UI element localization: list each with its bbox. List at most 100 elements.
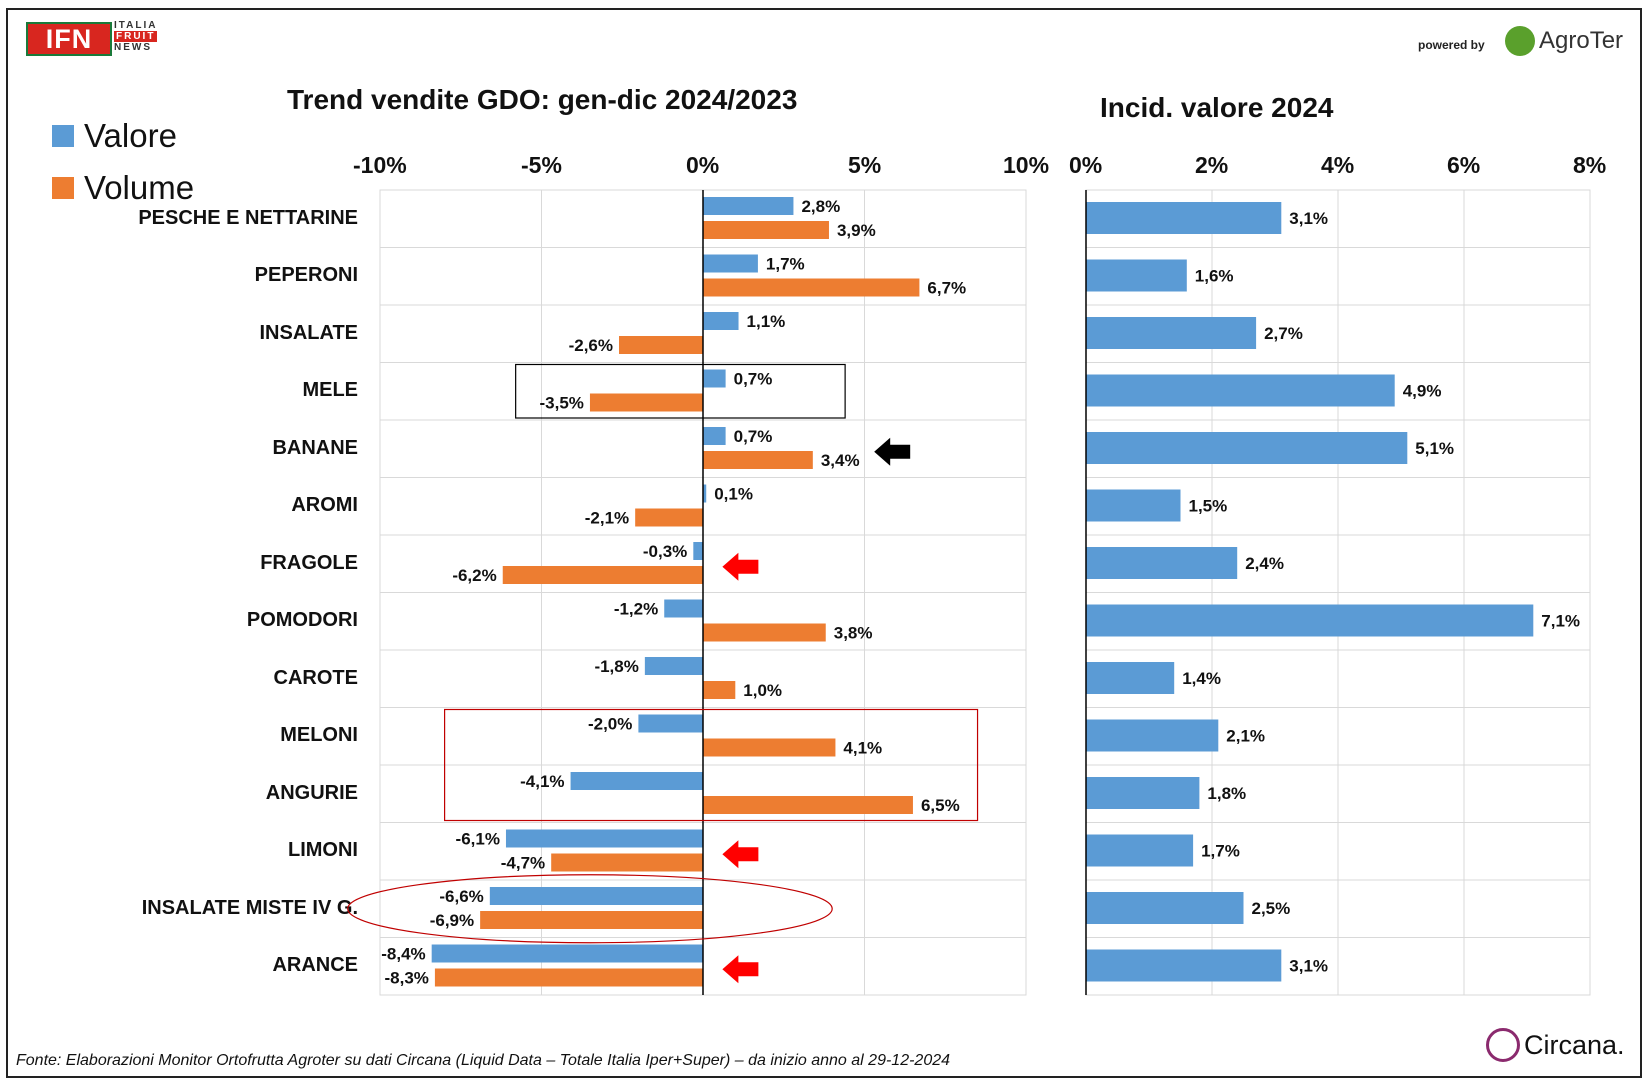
legend: Valore Volume xyxy=(52,110,194,214)
incidence-data-label: 2,1% xyxy=(1226,727,1265,746)
legend-label-volume: Volume xyxy=(84,169,195,206)
trend-data-label-valore: -1,2% xyxy=(614,600,658,619)
category-label: LIMONI xyxy=(288,839,358,861)
incidence-bar xyxy=(1086,547,1238,579)
category-label: PEPERONI xyxy=(254,264,358,286)
trend-data-label-volume: -2,6% xyxy=(569,336,613,355)
trend-bar-valore xyxy=(664,599,703,618)
left-arrow-icon xyxy=(874,437,911,466)
category-label: INSALATE MISTE IV G. xyxy=(141,897,358,919)
trend-bar-volume xyxy=(480,911,703,929)
trend-bar-volume xyxy=(551,853,703,872)
trend-bar-valore xyxy=(638,714,703,733)
legend-item-volume: Volume xyxy=(52,162,194,214)
ifn-logo-subtitle: ITALIA FRUIT NEWS xyxy=(114,20,158,53)
incidence-data-label: 4,9% xyxy=(1403,382,1442,401)
trend-data-label-valore: 1,7% xyxy=(766,255,805,274)
legend-swatch-valore xyxy=(52,125,74,147)
category-label: ARANCE xyxy=(272,954,358,976)
incidence-data-label: 1,7% xyxy=(1201,842,1240,861)
trend-data-label-valore: 0,7% xyxy=(734,370,773,389)
trend-bar-valore xyxy=(703,254,758,273)
trend-data-label-valore: 2,8% xyxy=(801,197,840,216)
trend-bar-volume xyxy=(703,681,736,699)
trend-data-label-volume: -3,5% xyxy=(540,394,584,413)
category-label: FRAGOLE xyxy=(260,552,358,574)
category-label: MELE xyxy=(302,379,358,401)
trend-data-label-volume: -6,2% xyxy=(452,566,496,585)
category-label: ANGURIE xyxy=(265,782,358,804)
incidence-xtick-label-3: 6% xyxy=(1447,152,1481,178)
ifn-logo-mark: IFN xyxy=(26,22,112,56)
incidence-data-label: 1,6% xyxy=(1195,267,1234,286)
incidence-xtick-label-1: 2% xyxy=(1195,152,1229,178)
trend-data-label-valore: 0,7% xyxy=(734,427,773,446)
incidence-xtick-label-2: 4% xyxy=(1321,152,1355,178)
trend-bar-valore xyxy=(703,312,739,330)
incidence-bar xyxy=(1086,719,1219,752)
trend-data-label-valore: -6,1% xyxy=(456,830,500,849)
agroter-brand: AgroTer xyxy=(1539,27,1624,54)
incidence-bar xyxy=(1086,489,1181,522)
incidence-bar xyxy=(1086,662,1175,694)
trend-data-label-valore: -0,3% xyxy=(643,542,687,561)
incidence-bar xyxy=(1086,834,1194,867)
incidence-bar xyxy=(1086,892,1244,924)
trend-xtick-label-2: 0% xyxy=(686,152,720,178)
trend-bar-valore xyxy=(644,657,703,675)
trend-bar-valore xyxy=(703,427,726,445)
trend-bar-valore xyxy=(489,887,703,905)
incidence-chart-title: Incid. valore 2024 xyxy=(1100,92,1334,123)
trend-data-label-valore: -4,1% xyxy=(520,772,564,791)
trend-data-label-volume: 1,0% xyxy=(743,681,782,700)
incidence-bar xyxy=(1086,949,1282,982)
circana-logo: Circana. xyxy=(1486,1028,1625,1062)
trend-bar-valore xyxy=(505,829,703,848)
annotation-ellipse xyxy=(347,874,833,944)
incidence-xtick-label-0: 0% xyxy=(1069,152,1103,178)
trend-bar-volume xyxy=(589,393,703,412)
trend-data-label-volume: 3,8% xyxy=(834,624,873,643)
left-arrow-icon xyxy=(722,955,759,984)
trend-xtick-label-4: 10% xyxy=(1003,152,1050,178)
category-label: INSALATE xyxy=(259,322,358,344)
category-label: AROMI xyxy=(291,494,358,516)
annotation-box xyxy=(515,363,846,419)
ifn-sub-line-1: ITALIA xyxy=(114,20,158,31)
trend-data-label-volume: 3,9% xyxy=(837,221,876,240)
trend-bar-volume xyxy=(703,221,829,239)
incidence-data-label: 2,5% xyxy=(1252,899,1291,918)
ifn-sub-line-2: FRUIT xyxy=(114,31,158,42)
trend-bar-volume xyxy=(703,796,913,814)
trend-bar-valore xyxy=(703,197,794,215)
left-arrow-icon xyxy=(722,840,759,869)
trend-data-label-volume: 6,7% xyxy=(927,279,966,298)
trend-bar-volume xyxy=(619,336,703,354)
trend-bar-volume xyxy=(703,738,836,757)
circana-brand: Circana. xyxy=(1524,1029,1625,1060)
trend-data-label-volume: 3,4% xyxy=(821,451,860,470)
trend-bar-valore xyxy=(703,484,707,503)
trend-data-label-valore: 1,1% xyxy=(747,312,786,331)
incidence-data-label: 3,1% xyxy=(1289,209,1328,228)
trend-bar-volume xyxy=(635,508,703,527)
category-label: POMODORI xyxy=(246,609,358,631)
agroter-logo: AgroTer xyxy=(1505,26,1623,56)
agroter-leaf-icon xyxy=(1505,26,1535,56)
incidence-bar xyxy=(1086,317,1257,349)
trend-data-label-volume: -8,3% xyxy=(384,969,428,988)
trend-chart-title: Trend vendite GDO: gen-dic 2024/2023 xyxy=(287,84,798,115)
category-label: BANANE xyxy=(272,437,358,459)
incidence-xtick-label-4: 8% xyxy=(1573,152,1607,178)
annotation-box xyxy=(444,708,979,822)
legend-item-valore: Valore xyxy=(52,110,194,162)
incidence-data-label: 1,8% xyxy=(1207,784,1246,803)
trend-data-label-volume: 6,5% xyxy=(921,796,960,815)
category-label: MELONI xyxy=(280,724,358,746)
trend-data-label-valore: -2,0% xyxy=(588,715,632,734)
trend-data-label-valore: -1,8% xyxy=(594,657,638,676)
trend-data-label-valore: -8,4% xyxy=(381,945,425,964)
trend-data-label-volume: -4,7% xyxy=(501,854,545,873)
trend-data-label-valore: -6,6% xyxy=(439,887,483,906)
category-label: PESCHE E NETTARINE xyxy=(138,207,358,229)
